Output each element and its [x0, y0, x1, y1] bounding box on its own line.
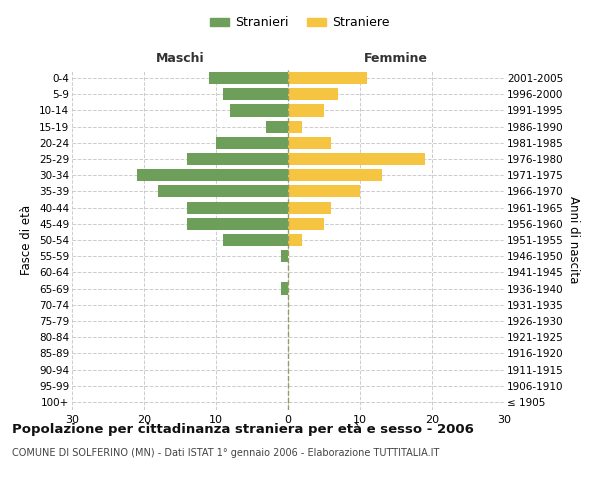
Legend: Stranieri, Straniere: Stranieri, Straniere — [205, 11, 395, 34]
Bar — [209, 72, 288, 84]
Bar — [288, 169, 382, 181]
Bar — [137, 169, 288, 181]
Y-axis label: Fasce di età: Fasce di età — [20, 205, 34, 275]
Bar — [281, 282, 288, 294]
Text: Maschi: Maschi — [155, 52, 205, 65]
Bar — [223, 88, 288, 101]
Bar — [288, 120, 302, 132]
Bar — [288, 218, 324, 230]
Bar — [187, 218, 288, 230]
Text: COMUNE DI SOLFERINO (MN) - Dati ISTAT 1° gennaio 2006 - Elaborazione TUTTITALIA.: COMUNE DI SOLFERINO (MN) - Dati ISTAT 1°… — [12, 448, 439, 458]
Bar — [288, 72, 367, 84]
Y-axis label: Anni di nascita: Anni di nascita — [567, 196, 580, 284]
Bar — [266, 120, 288, 132]
Bar — [216, 137, 288, 149]
Bar — [288, 186, 360, 198]
Bar — [187, 202, 288, 213]
Bar — [288, 104, 324, 117]
Bar — [187, 153, 288, 165]
Bar — [288, 88, 338, 101]
Bar — [223, 234, 288, 246]
Bar — [158, 186, 288, 198]
Bar — [288, 153, 425, 165]
Bar — [230, 104, 288, 117]
Bar — [288, 234, 302, 246]
Bar — [281, 250, 288, 262]
Text: Popolazione per cittadinanza straniera per età e sesso - 2006: Popolazione per cittadinanza straniera p… — [12, 422, 474, 436]
Bar — [288, 137, 331, 149]
Bar — [288, 202, 331, 213]
Text: Femmine: Femmine — [364, 52, 428, 65]
